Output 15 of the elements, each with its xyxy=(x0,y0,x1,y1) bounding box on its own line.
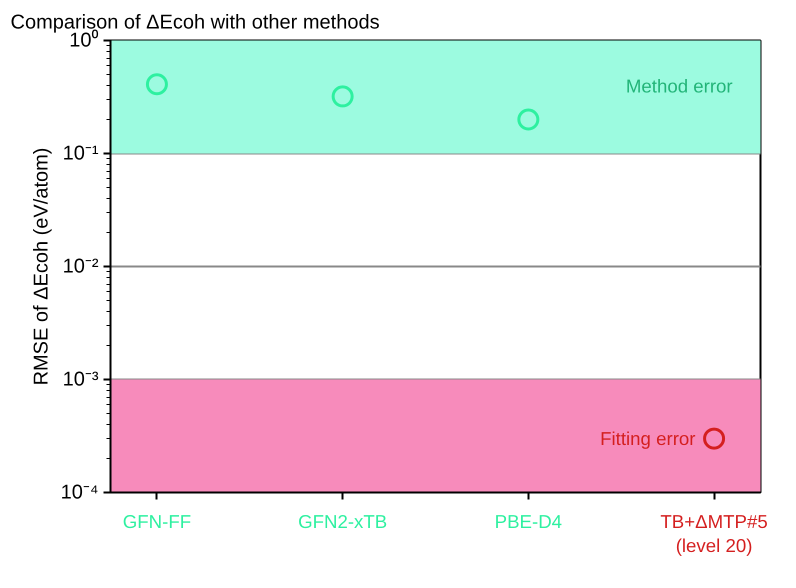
x-tick-label: TB+ΔMTP#5 (level 20) xyxy=(660,510,768,556)
x-tick-label: PBE-D4 xyxy=(494,510,562,532)
y-axis-title: RMSE of ΔEcoh (eV/atom) xyxy=(30,148,53,386)
point xyxy=(332,85,354,108)
point xyxy=(517,108,540,130)
band-label: Fitting error xyxy=(600,428,696,450)
band-label: Method error xyxy=(626,76,733,97)
x-tick-label: GFN-FF xyxy=(122,510,192,532)
y-tick-label: 10⁻³ xyxy=(62,368,99,390)
y-tick-label: 10⁻⁴ xyxy=(60,482,99,504)
y-tick-label: 10⁻² xyxy=(62,256,99,278)
y-tick-label: 10⁻¹ xyxy=(62,142,99,164)
point xyxy=(146,73,168,96)
point xyxy=(703,428,726,450)
x-tick-label: GFN2-xTB xyxy=(298,510,388,532)
